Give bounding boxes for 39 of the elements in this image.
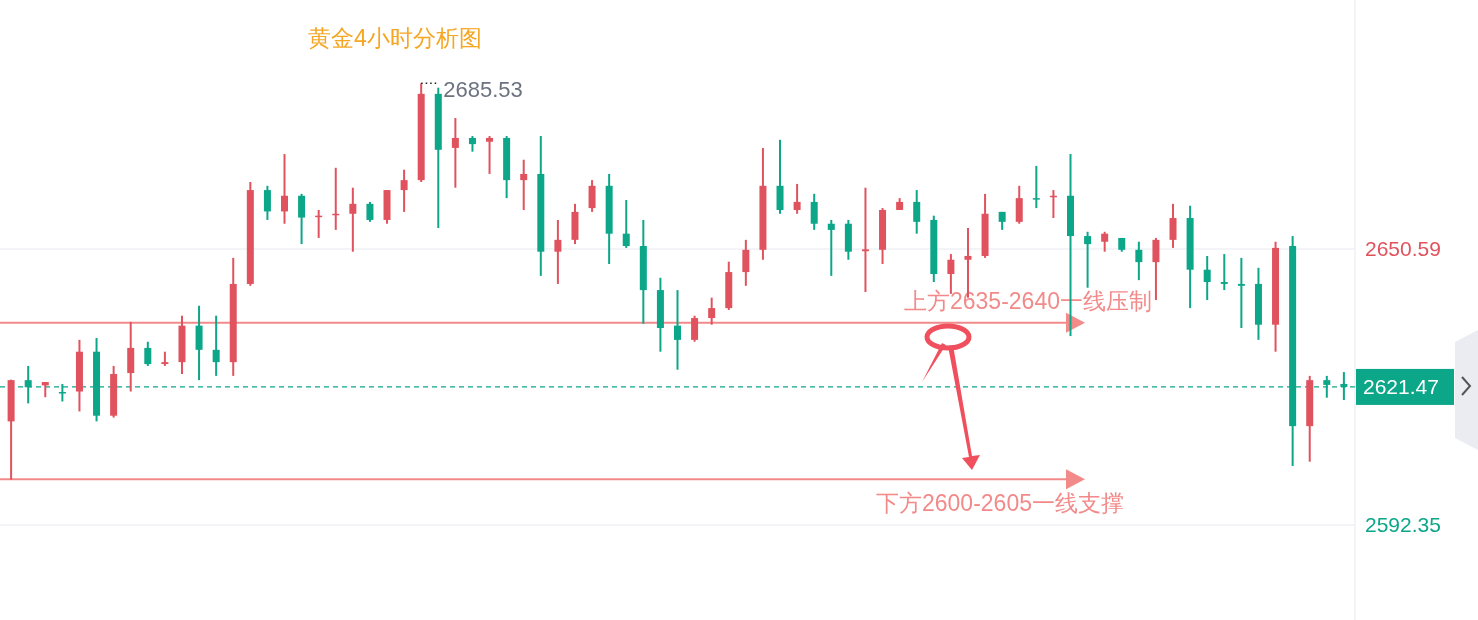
candlestick [913,189,921,235]
candlestick [827,218,835,277]
candlestick [1084,230,1092,289]
candlestick [1101,230,1109,253]
candlestick [349,186,357,253]
candlestick [1237,256,1245,330]
candlestick [742,238,750,287]
candlestick [1169,202,1177,249]
candlestick [1032,164,1040,210]
y-tick-label: 2592.35 [1365,513,1441,537]
candlestick [1203,254,1211,302]
candlestick [520,158,528,211]
candlestick [861,186,869,293]
annotation: 2685.53 [443,76,523,102]
candlestick [1135,240,1143,282]
candlestick [674,289,681,371]
candlestick [1220,253,1228,292]
candlestick [793,182,801,215]
y-tick-label: 2650.59 [1365,237,1441,261]
candlestick [298,192,306,246]
candlestick [1152,236,1160,302]
candlestick [554,218,562,285]
candlestick [486,135,494,175]
candlestick [588,179,596,213]
candlestick [1015,184,1023,225]
text: 黄金4小时分析图 [308,25,482,52]
candlestick [451,117,459,189]
candlestick [212,314,220,377]
ref-line-label: 下方2600-2605一线支撑 [876,490,1124,517]
candlestick [281,153,288,225]
ref-line-label: 2621.47 [1363,375,1439,399]
candlestick [708,296,716,326]
candlestick [144,340,152,367]
candlestick [691,314,699,343]
candlestick [400,168,408,213]
candlestick [263,184,271,221]
candlestick [622,199,630,249]
candlestick [810,192,818,231]
candlestick [366,200,374,223]
